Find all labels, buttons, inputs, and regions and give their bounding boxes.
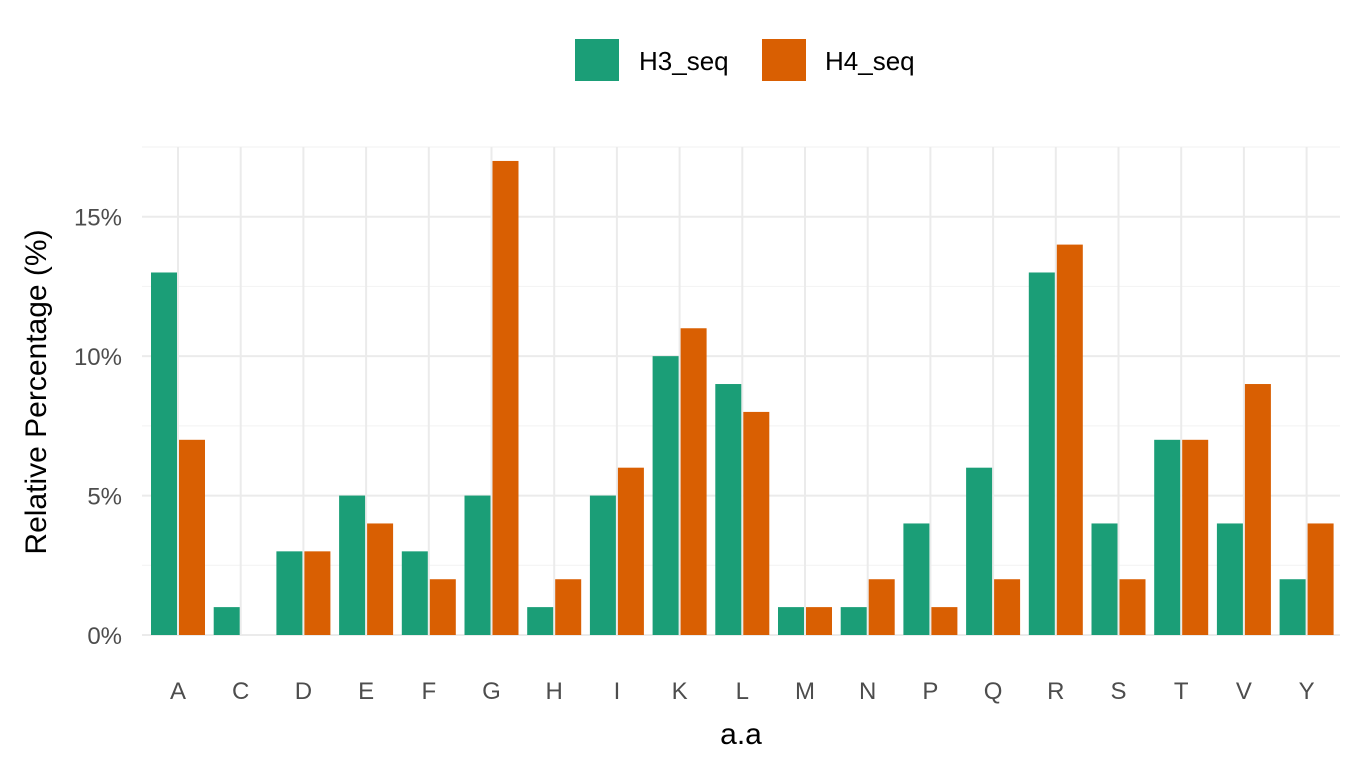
x-tick-label: V [1236, 678, 1252, 705]
bar-h4-seq-G [492, 160, 519, 635]
x-tick-label: R [1047, 678, 1064, 705]
y-tick-label: 15% [74, 205, 122, 232]
bar-h3-seq-T [1154, 439, 1181, 635]
bar-h3-seq-D [276, 551, 303, 635]
y-axis-ticks: 0% 5% 10% 15% [74, 205, 122, 650]
x-tick-label: D [295, 678, 312, 705]
bar-h4-seq-P [931, 607, 958, 635]
bar-h4-seq-A [179, 439, 205, 635]
bar-h3-seq-Q [966, 467, 993, 635]
bar-h4-seq-M [806, 607, 832, 635]
bar-h3-seq-C [213, 607, 240, 635]
bar-h4-seq-F [429, 579, 456, 635]
x-tick-label: P [922, 678, 938, 705]
x-tick-label: E [358, 678, 374, 705]
bar-h4-seq-R [1056, 244, 1083, 635]
bar-h4-seq-T [1182, 439, 1209, 635]
y-tick-label: 10% [74, 344, 122, 371]
x-tick-label: A [170, 678, 186, 705]
bar-h4-seq-S [1119, 579, 1146, 635]
x-tick-label: T [1174, 678, 1189, 705]
x-tick-label: F [421, 678, 436, 705]
legend-swatch-h3-seq [575, 39, 619, 81]
x-tick-label: S [1110, 678, 1126, 705]
y-tick-label: 0% [87, 623, 122, 650]
bar-h3-seq-A [151, 272, 177, 635]
bar-h3-seq-G [464, 495, 491, 635]
x-tick-label: G [482, 678, 501, 705]
x-tick-label: M [795, 678, 815, 705]
legend-label-h4-seq: H4_seq [825, 46, 915, 76]
y-tick-label: 5% [87, 484, 122, 511]
bar-h3-seq-E [339, 495, 366, 635]
x-tick-label: I [614, 678, 621, 705]
legend-label-h3-seq: H3_seq [639, 46, 729, 76]
bar-h4-seq-D [304, 551, 331, 635]
x-tick-label: Q [984, 678, 1003, 705]
x-tick-label: K [672, 678, 688, 705]
bar-h3-seq-I [589, 495, 616, 635]
x-tick-label: Y [1299, 678, 1315, 705]
bar-h3-seq-F [401, 551, 428, 635]
legend: H3_seq H4_seq [575, 39, 915, 81]
bar-h4-seq-V [1244, 384, 1271, 635]
bar-h4-seq-K [680, 328, 707, 635]
bar-h3-seq-S [1091, 523, 1118, 635]
x-axis-title: a.a [720, 718, 762, 751]
bar-h3-seq-Y [1279, 579, 1306, 635]
bar-h3-seq-L [715, 384, 742, 635]
x-tick-label: H [546, 678, 563, 705]
bar-h4-seq-H [555, 579, 582, 635]
bar-h4-seq-E [367, 523, 394, 635]
bar-h4-seq-Y [1307, 523, 1334, 635]
bar-h3-seq-H [527, 607, 554, 635]
x-tick-label: N [859, 678, 876, 705]
bar-h4-seq-Q [994, 579, 1021, 635]
bar-h3-seq-N [840, 607, 867, 635]
x-tick-label: C [232, 678, 249, 705]
bars [151, 160, 1334, 635]
bar-h3-seq-V [1216, 523, 1243, 635]
x-tick-label: L [736, 678, 749, 705]
bar-h3-seq-P [903, 523, 930, 635]
bar-h3-seq-R [1028, 272, 1055, 635]
bar-h4-seq-L [743, 411, 770, 635]
y-axis-title: Relative Percentage (%) [20, 229, 53, 554]
bar-h3-seq-K [652, 356, 679, 635]
bar-h4-seq-I [617, 467, 644, 635]
bar-h3-seq-M [778, 607, 804, 635]
bar-h4-seq-N [868, 579, 895, 635]
legend-swatch-h4-seq [762, 39, 806, 81]
